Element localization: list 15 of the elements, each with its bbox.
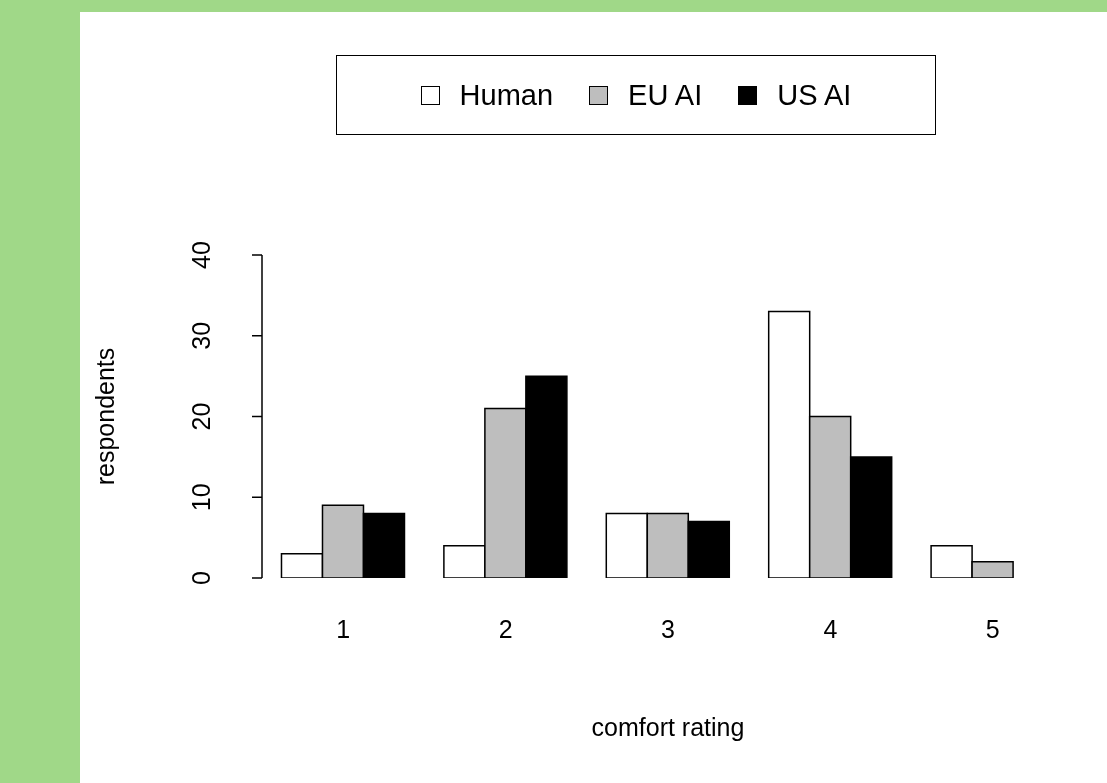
legend-label: US AI [777,78,852,112]
x-tick-label: 3 [661,615,675,643]
y-axis-title: respondents [90,347,119,486]
y-tick-label: 10 [187,483,215,512]
x-tick-label: 1 [336,615,351,643]
y-tick-label: 0 [187,571,215,585]
legend-label: EU AI [628,78,703,112]
x-tick-label: 2 [498,615,513,643]
x-tick-label: 4 [823,615,838,643]
x-tick-label: 5 [985,615,1000,643]
x-axis-title: comfort rating [591,713,745,741]
legend-label: Human [459,78,554,112]
y-tick-label: 40 [187,241,215,269]
y-tick-label: 20 [187,402,215,431]
y-tick-label: 30 [187,321,215,350]
